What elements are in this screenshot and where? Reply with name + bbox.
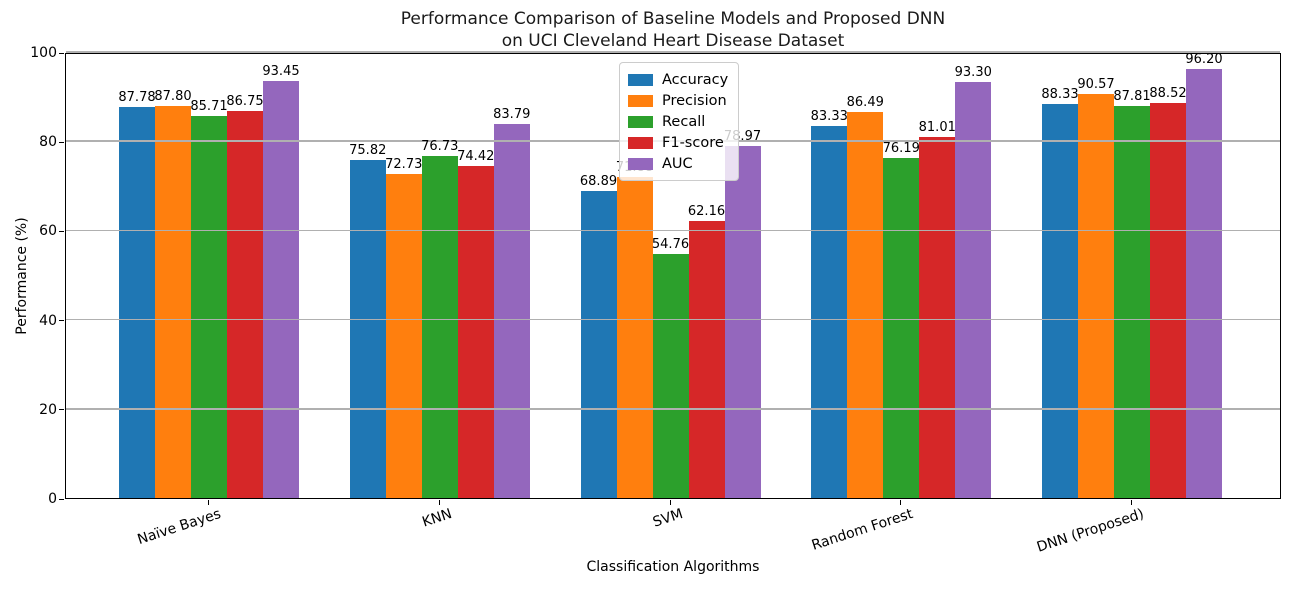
legend-swatch xyxy=(628,115,653,128)
bar-f1-score xyxy=(688,220,725,498)
y-tick-mark xyxy=(59,230,64,232)
bar-recall xyxy=(191,115,227,498)
bar-auc xyxy=(263,81,299,498)
bar-accuracy xyxy=(119,106,155,498)
legend-swatch xyxy=(628,136,653,149)
x-axis-label: Classification Algorithms xyxy=(586,559,760,575)
x-tick-mark xyxy=(669,500,671,505)
legend-entry-auc: AUC xyxy=(628,153,728,174)
bar-precision xyxy=(1078,94,1114,498)
bar-value-label: 83.79 xyxy=(493,107,531,123)
legend: Accuracy Precision Recall F1-score AUC xyxy=(619,62,740,181)
bar-auc xyxy=(493,124,530,498)
bar-value-label: 87.80 xyxy=(154,89,192,105)
x-tick-label: KNN xyxy=(420,506,454,531)
bar-f1-score xyxy=(457,166,494,498)
x-tick-label: Naïve Bayes xyxy=(135,506,223,548)
bar-auc xyxy=(955,81,992,498)
bar-recall xyxy=(1114,106,1150,498)
bar-precision xyxy=(155,106,191,498)
bar-value-label: 90.57 xyxy=(1077,77,1115,93)
x-tick-mark xyxy=(438,500,440,505)
bar-value-label: 83.33 xyxy=(810,109,848,125)
bar-accuracy xyxy=(349,159,386,498)
legend-label: Precision xyxy=(662,92,727,109)
bar-value-label: 76.19 xyxy=(882,141,920,157)
legend-swatch xyxy=(628,157,653,170)
bar-f1-score xyxy=(227,111,263,498)
y-tick-label: 60 xyxy=(39,223,57,240)
bar-f1-score xyxy=(919,136,956,498)
bar-precision xyxy=(385,173,422,498)
legend-entry-f1-score: F1-score xyxy=(628,132,728,153)
bar-accuracy xyxy=(1042,104,1078,498)
legend-entry-precision: Precision xyxy=(628,90,728,111)
y-tick-mark xyxy=(59,498,64,500)
x-tick-mark xyxy=(900,500,902,505)
bar-recall xyxy=(421,155,458,498)
bar-auc xyxy=(1186,68,1222,498)
chart-title: Performance Comparison of Baseline Model… xyxy=(400,9,946,51)
y-tick-mark xyxy=(59,320,64,322)
x-tick-label: SVM xyxy=(650,506,685,531)
bar-value-label: 75.82 xyxy=(349,142,387,158)
bar-f1-score xyxy=(1150,103,1186,498)
bar-value-label: 96.20 xyxy=(1185,51,1223,67)
legend-label: Accuracy xyxy=(662,71,729,88)
bar-value-label: 62.16 xyxy=(687,203,726,219)
bar-accuracy xyxy=(580,190,617,498)
y-tick-mark xyxy=(59,409,64,411)
bar-recall xyxy=(883,158,920,498)
bar-value-label: 74.42 xyxy=(457,149,495,165)
bar-value-label: 87.78 xyxy=(118,89,156,105)
bar-accuracy xyxy=(811,126,848,498)
bar-value-label: 54.76 xyxy=(651,236,690,252)
legend-label: Recall xyxy=(662,113,706,130)
bar-value-label: 93.30 xyxy=(954,64,992,80)
y-tick-label: 80 xyxy=(39,134,57,151)
legend-entry-accuracy: Accuracy xyxy=(628,69,728,90)
bar-value-label: 76.73 xyxy=(421,138,459,154)
bar-value-label: 68.89 xyxy=(579,173,618,189)
y-tick-label: 20 xyxy=(39,401,57,418)
bar-precision xyxy=(847,112,884,498)
x-tick-mark xyxy=(208,500,209,505)
y-tick-label: 0 xyxy=(48,491,57,507)
bar-value-label: 93.45 xyxy=(262,64,300,80)
legend-label: AUC xyxy=(662,155,693,172)
bar-precision xyxy=(616,177,653,498)
x-tick-label: Random Forest xyxy=(810,506,916,554)
bar-value-label: 85.71 xyxy=(190,98,228,114)
bar-value-label: 88.52 xyxy=(1149,86,1187,102)
y-tick-mark xyxy=(59,52,64,54)
bar-value-label: 86.75 xyxy=(226,94,264,110)
x-tick-label: DNN (Proposed) xyxy=(1034,506,1146,556)
legend-entry-recall: Recall xyxy=(628,111,728,132)
bar-auc xyxy=(724,145,761,498)
bar-value-label: 87.81 xyxy=(1113,89,1151,105)
legend-label: F1-score xyxy=(662,134,724,151)
y-tick-mark xyxy=(59,141,64,143)
legend-swatch xyxy=(628,73,653,86)
bar-recall xyxy=(652,253,689,498)
bar-value-label: 86.49 xyxy=(846,95,884,111)
bar-value-label: 72.73 xyxy=(385,156,423,172)
x-tick-mark xyxy=(1131,500,1132,505)
bar-value-label: 88.33 xyxy=(1041,87,1079,103)
y-tick-label: 40 xyxy=(39,312,57,329)
legend-swatch xyxy=(628,94,653,107)
bar-value-label: 81.01 xyxy=(918,119,956,135)
y-tick-label: 100 xyxy=(30,45,57,61)
